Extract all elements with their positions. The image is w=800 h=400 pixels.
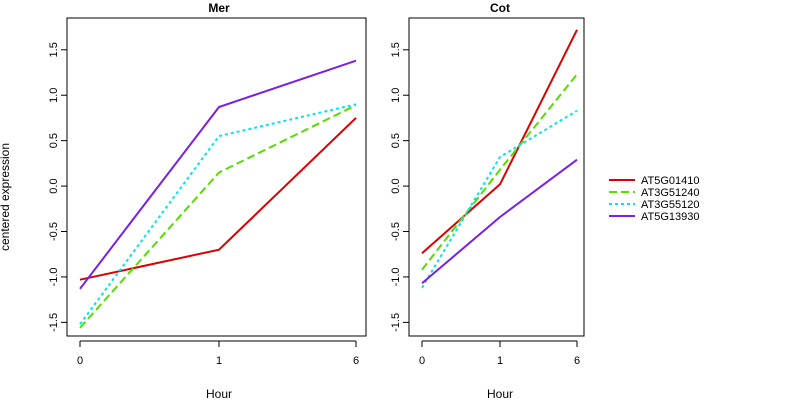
y-tick-label-cot: 1.5 bbox=[390, 42, 402, 57]
y-tick-label-mer: 1.5 bbox=[48, 42, 60, 57]
series-line-at5g01410-mer bbox=[79, 117, 357, 281]
y-tick-label-cot: 1.0 bbox=[390, 88, 402, 103]
y-tick-label-mer: -0.5 bbox=[48, 222, 60, 241]
x-axis-cot: 0 1 6 bbox=[419, 340, 580, 367]
y-tick-label-mer: 0.0 bbox=[48, 178, 60, 193]
y-axis-mer: -1.5 -1.0 -0.5 0.0 0.5 1.0 1.5 bbox=[48, 42, 68, 332]
series-line-at3g51240-mer bbox=[79, 104, 357, 329]
series-line-at3g55120-mer bbox=[79, 103, 357, 325]
y-tick-label-mer: 0.5 bbox=[48, 133, 60, 148]
series-line-at3g55120-cot bbox=[421, 109, 578, 289]
legend-label-at5g13930: AT5G13930 bbox=[641, 211, 700, 223]
plot-frame-cot bbox=[408, 17, 585, 337]
x-axis-label-mer: Hour bbox=[206, 387, 232, 400]
series-line-at5g01410-cot bbox=[421, 29, 578, 255]
panel-title-cot: Cot bbox=[490, 1, 510, 15]
y-tick-label-cot: -1.5 bbox=[390, 313, 402, 332]
y-tick-label-mer: -1.5 bbox=[48, 313, 60, 332]
panel-cot: Cot -1.5 -1.0 -0.5 0.0 0.5 1.0 1.5 0 1 6 Hour bbox=[390, 1, 585, 400]
legend-label-at5g01410: AT5G01410 bbox=[641, 175, 700, 187]
series-group-mer bbox=[79, 59, 357, 329]
x-tick-label-mer: 6 bbox=[353, 355, 359, 367]
y-axis-label: centered expression bbox=[0, 143, 12, 251]
x-tick-label-cot: 0 bbox=[419, 355, 425, 367]
y-tick-label-mer: 1.0 bbox=[48, 88, 60, 103]
y-tick-label-cot: -1.0 bbox=[390, 267, 402, 286]
x-tick-label-mer: 0 bbox=[77, 355, 83, 367]
panel-title-mer: Mer bbox=[208, 1, 230, 15]
x-axis-label-cot: Hour bbox=[487, 387, 513, 400]
series-line-at5g13930-cot bbox=[421, 158, 578, 285]
x-tick-label-cot: 6 bbox=[574, 355, 580, 367]
legend-label-at3g51240: AT3G51240 bbox=[641, 187, 700, 199]
x-tick-label-mer: 1 bbox=[216, 355, 222, 367]
x-tick-label-cot: 1 bbox=[497, 355, 503, 367]
y-tick-label-mer: -1.0 bbox=[48, 267, 60, 286]
y-tick-label-cot: -0.5 bbox=[390, 222, 402, 241]
panel-mer: Mer -1.5 -1.0 -0.5 0.0 0.5 1.0 1.5 0 1 6 Hour bbox=[48, 1, 367, 400]
y-axis-cot: -1.5 -1.0 -0.5 0.0 0.5 1.0 1.5 bbox=[390, 42, 410, 332]
plot-frame-mer bbox=[66, 17, 367, 337]
series-line-at3g51240-cot bbox=[421, 73, 578, 271]
x-axis-mer: 0 1 6 bbox=[77, 340, 359, 367]
series-group-cot bbox=[421, 29, 578, 289]
y-tick-label-cot: 0.5 bbox=[390, 133, 402, 148]
y-tick-label-cot: 0.0 bbox=[390, 178, 402, 193]
series-line-at5g13930-mer bbox=[79, 59, 357, 290]
legend-label-at3g55120: AT3G55120 bbox=[641, 199, 700, 211]
